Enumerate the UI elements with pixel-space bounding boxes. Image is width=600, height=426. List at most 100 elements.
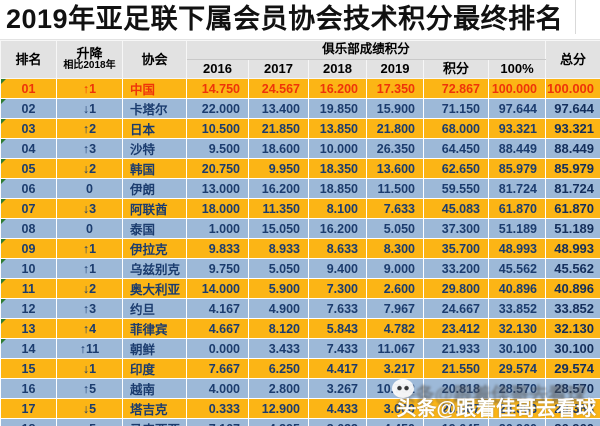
change-cell: ↓5 [56,398,123,419]
rank-cell: 08 [0,218,57,239]
change-cell: ↓3 [56,198,123,219]
points-2018-cell: 9.400 [308,258,367,279]
change-cell: ↑4 [56,318,123,339]
change-cell: 0 [56,178,123,199]
points-2016-cell: 20.750 [186,158,249,179]
total-cell: 85.979 [545,158,600,179]
percent-cell: 28.570 [487,378,547,399]
points-2016-cell: 9.750 [186,258,249,279]
header-club-points-group: 俱乐部成绩积分 [185,40,547,60]
percent-cell: 93.321 [487,118,547,139]
rank-cell: 16 [0,378,57,399]
header-2019-label: 2019 [380,61,410,77]
total-cell: 81.724 [545,178,600,199]
header-club-points-label: 俱乐部成绩积分 [322,42,410,57]
percent-cell: 61.870 [487,198,547,219]
header-total: 总分 [545,40,600,79]
association-cell: 阿联酋 [122,198,187,219]
page-title: 2019年亚足联下属会员协会技术积分最终排名 [6,4,564,34]
header-association-label: 协会 [141,51,168,67]
association-cell: 印度 [122,358,187,379]
table-row: 06 0 伊朗 13.000 16.200 18.850 11.500 59.550 81.72… [0,178,600,199]
points-2019-cell: 10.752 [366,378,424,399]
points-2018-cell: 8.633 [308,238,367,259]
header-change: 升降 相比2018年 [56,40,123,79]
points-sum-cell: 37.300 [423,218,489,239]
association-cell: 乌兹别克 [122,258,187,279]
points-2018-cell: 4.433 [308,398,367,419]
points-2017-cell: 8.933 [248,238,309,259]
change-cell: ↓2 [56,278,123,299]
points-2017-cell: 3.433 [248,338,309,359]
rank-cell: 06 [0,178,57,199]
points-sum-cell: 59.550 [423,178,489,199]
association-cell: 朝鲜 [122,338,187,359]
points-2017-cell: 2.800 [248,378,309,399]
points-2019-cell: 5.050 [366,218,424,239]
points-2018-cell: 16.200 [308,78,367,99]
percent-cell: 33.852 [487,298,547,319]
rank-cell: 09 [0,238,57,259]
spreadsheet-gridline [575,0,576,34]
points-2016-cell: 10.500 [186,118,249,139]
points-sum-cell: 23.412 [423,318,489,339]
points-2017-cell: 12.900 [248,398,309,419]
header-change-label: 升降 [76,46,103,62]
points-2016-cell: 22.000 [186,98,249,119]
points-2019-cell: 2.600 [366,278,424,299]
header-2019: 2019 [366,59,424,79]
header-association: 协会 [122,40,187,79]
header-percent: 100% [487,59,547,79]
points-2019-cell: 4.450 [366,418,424,426]
association-cell: 伊朗 [122,178,187,199]
points-2017-cell: 15.050 [248,218,309,239]
change-cell: ↑11 [56,338,123,359]
table-row: 08 0 泰国 1.000 15.050 16.200 5.050 37.300 51.189 5… [0,218,600,239]
association-cell: 菲律宾 [122,318,187,339]
points-2018-cell: 18.350 [308,158,367,179]
table-row: 18↓5马来西亚7.1674.3953.6334.45019.64526.960… [0,418,600,426]
points-2018-cell: 3.267 [308,378,367,399]
rank-cell: 12 [0,298,57,319]
total-cell: 48.993 [545,238,600,259]
total-cell: 33.852 [545,298,600,319]
points-2016-cell: 18.000 [186,198,249,219]
points-sum-cell: 20.818 [423,378,489,399]
percent-cell: 26.960 [487,418,547,426]
points-2019-cell: 8.300 [366,238,424,259]
points-sum-cell: 29.800 [423,278,489,299]
points-2017-cell: 18.600 [248,138,309,159]
association-cell: 韩国 [122,158,187,179]
points-2018-cell: 7.300 [308,278,367,299]
association-cell: 伊拉克 [122,238,187,259]
points-sum-cell: 72.867 [423,78,489,99]
percent-cell: 30.100 [487,338,547,359]
points-2019-cell: 26.350 [366,138,424,159]
percent-cell: 40.896 [487,278,547,299]
points-2017-cell: 21.850 [248,118,309,139]
percent-cell: 88.449 [487,138,547,159]
points-sum-cell: 20.667 [423,398,489,419]
points-2018-cell: 5.843 [308,318,367,339]
change-cell: ↓2 [56,158,123,179]
percent-cell: 97.644 [487,98,547,119]
points-sum-cell: 21.933 [423,338,489,359]
points-2019-cell: 11.500 [366,178,424,199]
change-cell: ↑2 [56,118,123,139]
points-2018-cell: 18.850 [308,178,367,199]
percent-cell: 29.574 [487,358,547,379]
total-cell: 93.321 [545,118,600,139]
rank-cell: 02 [0,98,57,119]
points-2019-cell: 7.967 [366,298,424,319]
points-sum-cell: 21.550 [423,358,489,379]
change-cell: ↑3 [56,138,123,159]
points-2017-cell: 8.120 [248,318,309,339]
header-rank-label: 排名 [15,51,42,67]
rank-cell: 01 [0,78,57,99]
points-2019-cell: 11.067 [366,338,424,359]
table-header: 排名 升降 相比2018年 协会 俱乐部成绩积分 总分 2016 2017 [0,40,600,79]
association-cell: 日本 [122,118,187,139]
table-row: 11 ↓2 奥大利亚 14.000 5.900 7.300 2.600 29.800 40.89… [0,278,600,299]
points-2017-cell: 9.950 [248,158,309,179]
points-2016-cell: 0.333 [186,398,249,419]
